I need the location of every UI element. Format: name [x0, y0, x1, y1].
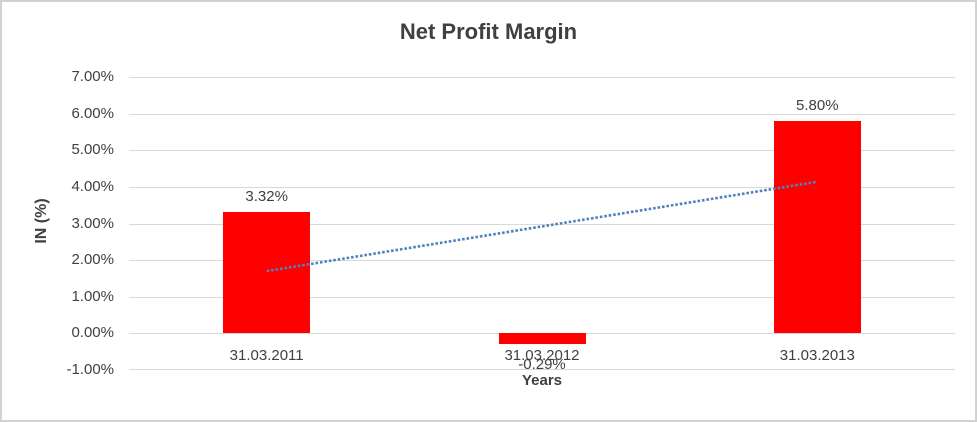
x-axis-category-label: 31.03.2011: [229, 347, 304, 365]
data-label: -0.29%: [518, 355, 566, 373]
y-axis-tick-label: 6.00%: [71, 104, 114, 122]
y-axis-tick-label: 1.00%: [71, 287, 114, 305]
chart-title: Net Profit Margin: [399, 19, 578, 44]
plot-area: 3.32% 31.03.2011 -0.29% 31.03.2012 5.80% 31.0…: [129, 77, 955, 373]
bar-31.03.2012: [498, 333, 586, 344]
y-axis-tick-label: 5.00%: [71, 141, 114, 159]
y-axis-tick-label: 7.00%: [71, 68, 114, 85]
gridline: [129, 150, 955, 152]
y-axis-tick-label: 3.00%: [71, 214, 114, 232]
x-axis-category-label: 31.03.2013: [779, 347, 855, 365]
gridline: [129, 369, 955, 370]
gridline: [129, 113, 955, 115]
gridline: [129, 223, 955, 225]
trendline: [266, 180, 818, 273]
bar-31.03.2013: [773, 120, 861, 334]
x-axis-title: Years: [521, 372, 563, 389]
gridline: [129, 77, 955, 78]
bar-31.03.2011: [223, 211, 311, 334]
y-axis-tick-label: 0.00%: [71, 324, 114, 342]
y-axis-tick-label: 4.00%: [71, 177, 114, 195]
data-label: 5.80%: [796, 96, 839, 114]
y-axis-tick-label: -1.00%: [66, 361, 114, 378]
y-axis-tick-label: 2.00%: [71, 251, 114, 269]
gridline: [129, 186, 955, 188]
gridline: [129, 296, 955, 298]
x-axis-category-label: 31.03.2012: [504, 347, 580, 365]
gridline: [129, 260, 955, 262]
data-label: 3.32%: [245, 187, 288, 205]
trendline-layer: [266, 180, 818, 273]
